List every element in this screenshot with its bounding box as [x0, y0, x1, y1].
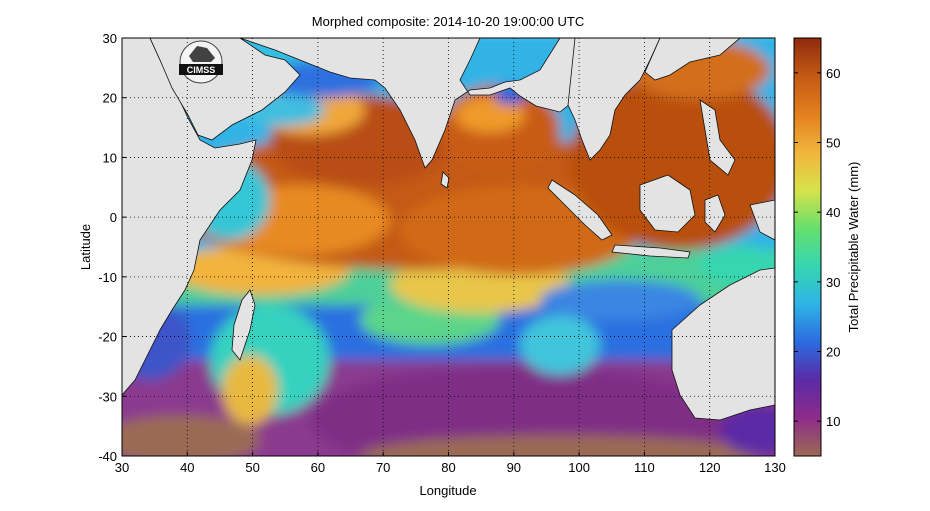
y-tick-label: -30	[98, 389, 117, 404]
cimss-logo: CIMSS	[179, 40, 223, 84]
y-axis-ticks: 30 20 10 0 -10 -20 -30 -40	[98, 31, 126, 464]
y-tick-label: -40	[98, 449, 117, 464]
y-tick-label: -10	[98, 270, 117, 285]
australia-landmass	[671, 267, 775, 421]
x-tick-label: 80	[441, 460, 455, 475]
x-axis-ticks: 30 40 50 60 70 80 90 100 110 120 130	[115, 452, 786, 475]
philippines-islands	[699, 99, 736, 176]
sri-lanka-island	[440, 171, 450, 189]
colorbar-tick-label: 60	[826, 66, 840, 81]
x-tick-label: 50	[245, 460, 259, 475]
y-tick-label: 20	[103, 91, 117, 106]
y-tick-label: 10	[103, 150, 117, 165]
colorbar-bar	[793, 37, 822, 457]
map-plot-area: 30 40 50 60 70 80 90 100 110 120 130 3020100-10-20…	[98, 31, 786, 475]
colorbar: 60 50 40 30 20 10 Total Precipitable Water (m…	[793, 37, 861, 457]
madagascar-island	[231, 289, 256, 361]
graticule	[122, 38, 775, 456]
x-tick-label: 30	[115, 460, 129, 475]
x-tick-label: 130	[764, 460, 786, 475]
x-tick-label: 110	[634, 460, 655, 475]
colorbar-tick-label: 10	[826, 414, 840, 429]
colorbar-tick-label: 30	[826, 275, 840, 290]
south-asia-landmass	[239, 38, 621, 169]
colorbar-tick-label: 50	[826, 136, 840, 151]
colorbar-ticks: 60 50 40 30 20 10	[794, 66, 840, 429]
colorbar-tick-label: 20	[826, 345, 840, 360]
borneo-island	[639, 174, 696, 233]
java-island	[611, 244, 691, 259]
x-tick-label: 40	[180, 460, 194, 475]
y-tick-label: -20	[98, 330, 117, 345]
x-tick-label: 60	[311, 460, 325, 475]
figure-title: Morphed composite: 2014-10-20 19:00:00 U…	[312, 14, 584, 29]
x-tick-label: 90	[507, 460, 521, 475]
x-axis-label: Longitude	[419, 483, 476, 498]
x-tick-label: 120	[699, 460, 721, 475]
sumatra-island	[547, 179, 613, 241]
colorbar-tick-label: 40	[826, 205, 840, 220]
cimss-logo-text: CIMSS	[187, 65, 216, 75]
y-tick-label: 0	[110, 210, 117, 225]
x-tick-label: 100	[568, 460, 590, 475]
china-landmass	[644, 38, 741, 81]
y-tick-label: 30	[103, 31, 117, 46]
colorbar-label: Total Precipitable Water (mm)	[846, 162, 861, 333]
x-tick-label: 70	[376, 460, 390, 475]
new-guinea-island	[749, 199, 775, 241]
y-axis-label: Latitude	[78, 224, 93, 270]
